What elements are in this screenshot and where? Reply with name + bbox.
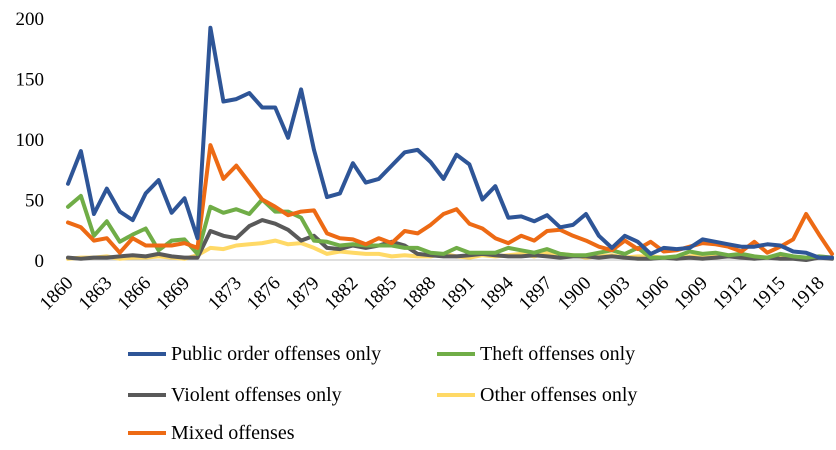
x-tick-label: 1860 bbox=[36, 273, 78, 315]
x-tick-label: 1918 bbox=[787, 273, 829, 315]
x-tick-label: 1888 bbox=[398, 273, 440, 315]
y-tick-label: 50 bbox=[25, 191, 44, 212]
x-tick-label: 1906 bbox=[631, 273, 673, 315]
x-tick-label: 1863 bbox=[75, 273, 117, 315]
x-tick-label: 1869 bbox=[152, 273, 194, 315]
y-tick-label: 100 bbox=[16, 130, 45, 151]
x-tick-label: 1912 bbox=[709, 273, 751, 315]
x-tick-label: 1891 bbox=[437, 273, 479, 315]
y-tick-label: 150 bbox=[16, 70, 45, 91]
x-tick-label: 1879 bbox=[282, 273, 324, 315]
y-tick-label: 0 bbox=[35, 251, 45, 272]
y-axis-tick-labels: 0 50 100 150 200 bbox=[16, 9, 45, 272]
x-tick-label: 1866 bbox=[114, 273, 156, 315]
legend-label: Mixed offenses bbox=[171, 422, 295, 444]
x-tick-label: 1885 bbox=[360, 273, 402, 315]
legend-label: Violent offenses only bbox=[171, 384, 342, 406]
x-tick-label: 1876 bbox=[243, 273, 285, 315]
x-tick-label: 1900 bbox=[554, 273, 596, 315]
x-tick-label: 1909 bbox=[670, 273, 712, 315]
legend-label: Other offenses only bbox=[480, 384, 637, 406]
series-lines bbox=[66, 25, 834, 262]
x-tick-label: 1894 bbox=[476, 272, 518, 314]
legend-label: Theft offenses only bbox=[480, 343, 635, 365]
y-tick-label: 200 bbox=[16, 9, 45, 30]
x-tick-label: 1873 bbox=[204, 273, 246, 315]
legend: Public order offenses only Theft offenses… bbox=[128, 343, 637, 444]
series-line-2 bbox=[66, 218, 834, 262]
series-line-0 bbox=[66, 25, 834, 260]
x-tick-label: 1903 bbox=[593, 273, 635, 315]
legend-label: Public order offenses only bbox=[171, 343, 381, 365]
series-line-1 bbox=[66, 193, 834, 260]
x-tick-label: 1915 bbox=[748, 273, 790, 315]
series-line-4 bbox=[66, 143, 834, 256]
x-tick-label: 1897 bbox=[515, 273, 557, 315]
x-tick-label: 1882 bbox=[321, 273, 363, 315]
